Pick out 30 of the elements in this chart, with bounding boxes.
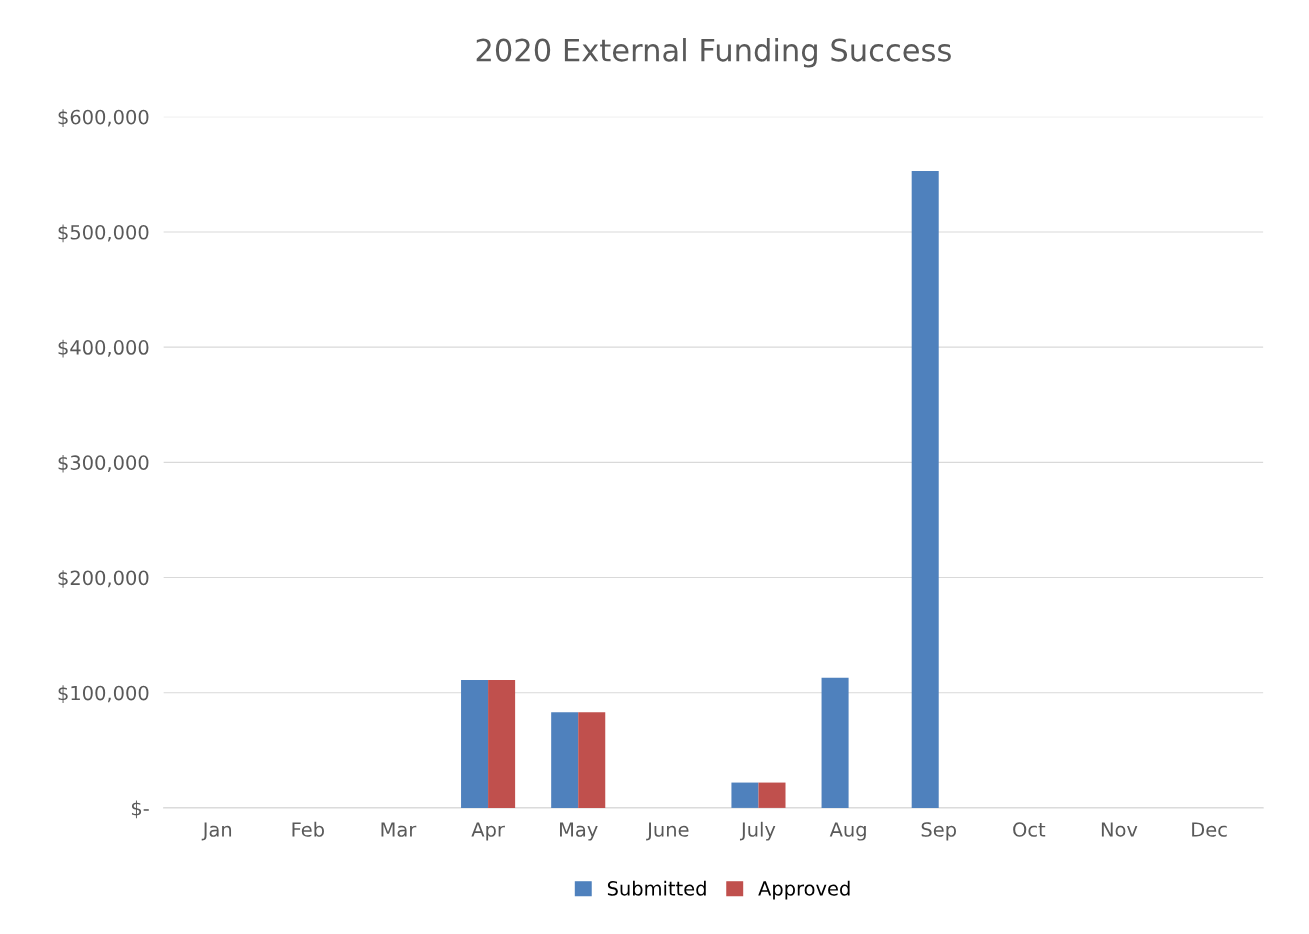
x-tick-label: Jan (201, 822, 232, 841)
x-tick-label: Nov (1101, 822, 1138, 837)
x-tick-label: Feb (292, 821, 324, 837)
legend-label: Approved (758, 880, 850, 900)
legend-label: Submitted (607, 880, 706, 896)
y-tick-label: $400,000 (58, 339, 149, 358)
bar (911, 170, 939, 808)
x-tick-label: June (646, 822, 689, 841)
x-tick-label: Mar (381, 822, 417, 837)
bar (488, 680, 516, 808)
bar (461, 680, 489, 808)
x-tick-label: Sep (921, 822, 956, 841)
y-tick-label: $100,000 (58, 685, 149, 703)
y-tick-label: $200,000 (58, 570, 149, 588)
bar (758, 782, 786, 808)
x-tick-label: Apr (471, 822, 505, 841)
x-tick-label: July (739, 821, 776, 841)
x-tick-label: May (560, 822, 598, 841)
y-tick-label: $600,000 (58, 109, 149, 127)
x-tick-label: Dec (1192, 822, 1227, 837)
bar (578, 712, 606, 808)
bar (821, 677, 849, 808)
x-tick-label: Aug (829, 822, 866, 841)
chart-title: 2020 External Funding Success (476, 37, 951, 68)
y-tick-label: $500,000 (58, 224, 149, 243)
bar (731, 782, 759, 808)
bar (551, 712, 579, 808)
y-tick-label: $300,000 (58, 454, 149, 473)
x-tick-label: Oct (1013, 822, 1046, 837)
y-tick-label: $- (131, 800, 149, 819)
